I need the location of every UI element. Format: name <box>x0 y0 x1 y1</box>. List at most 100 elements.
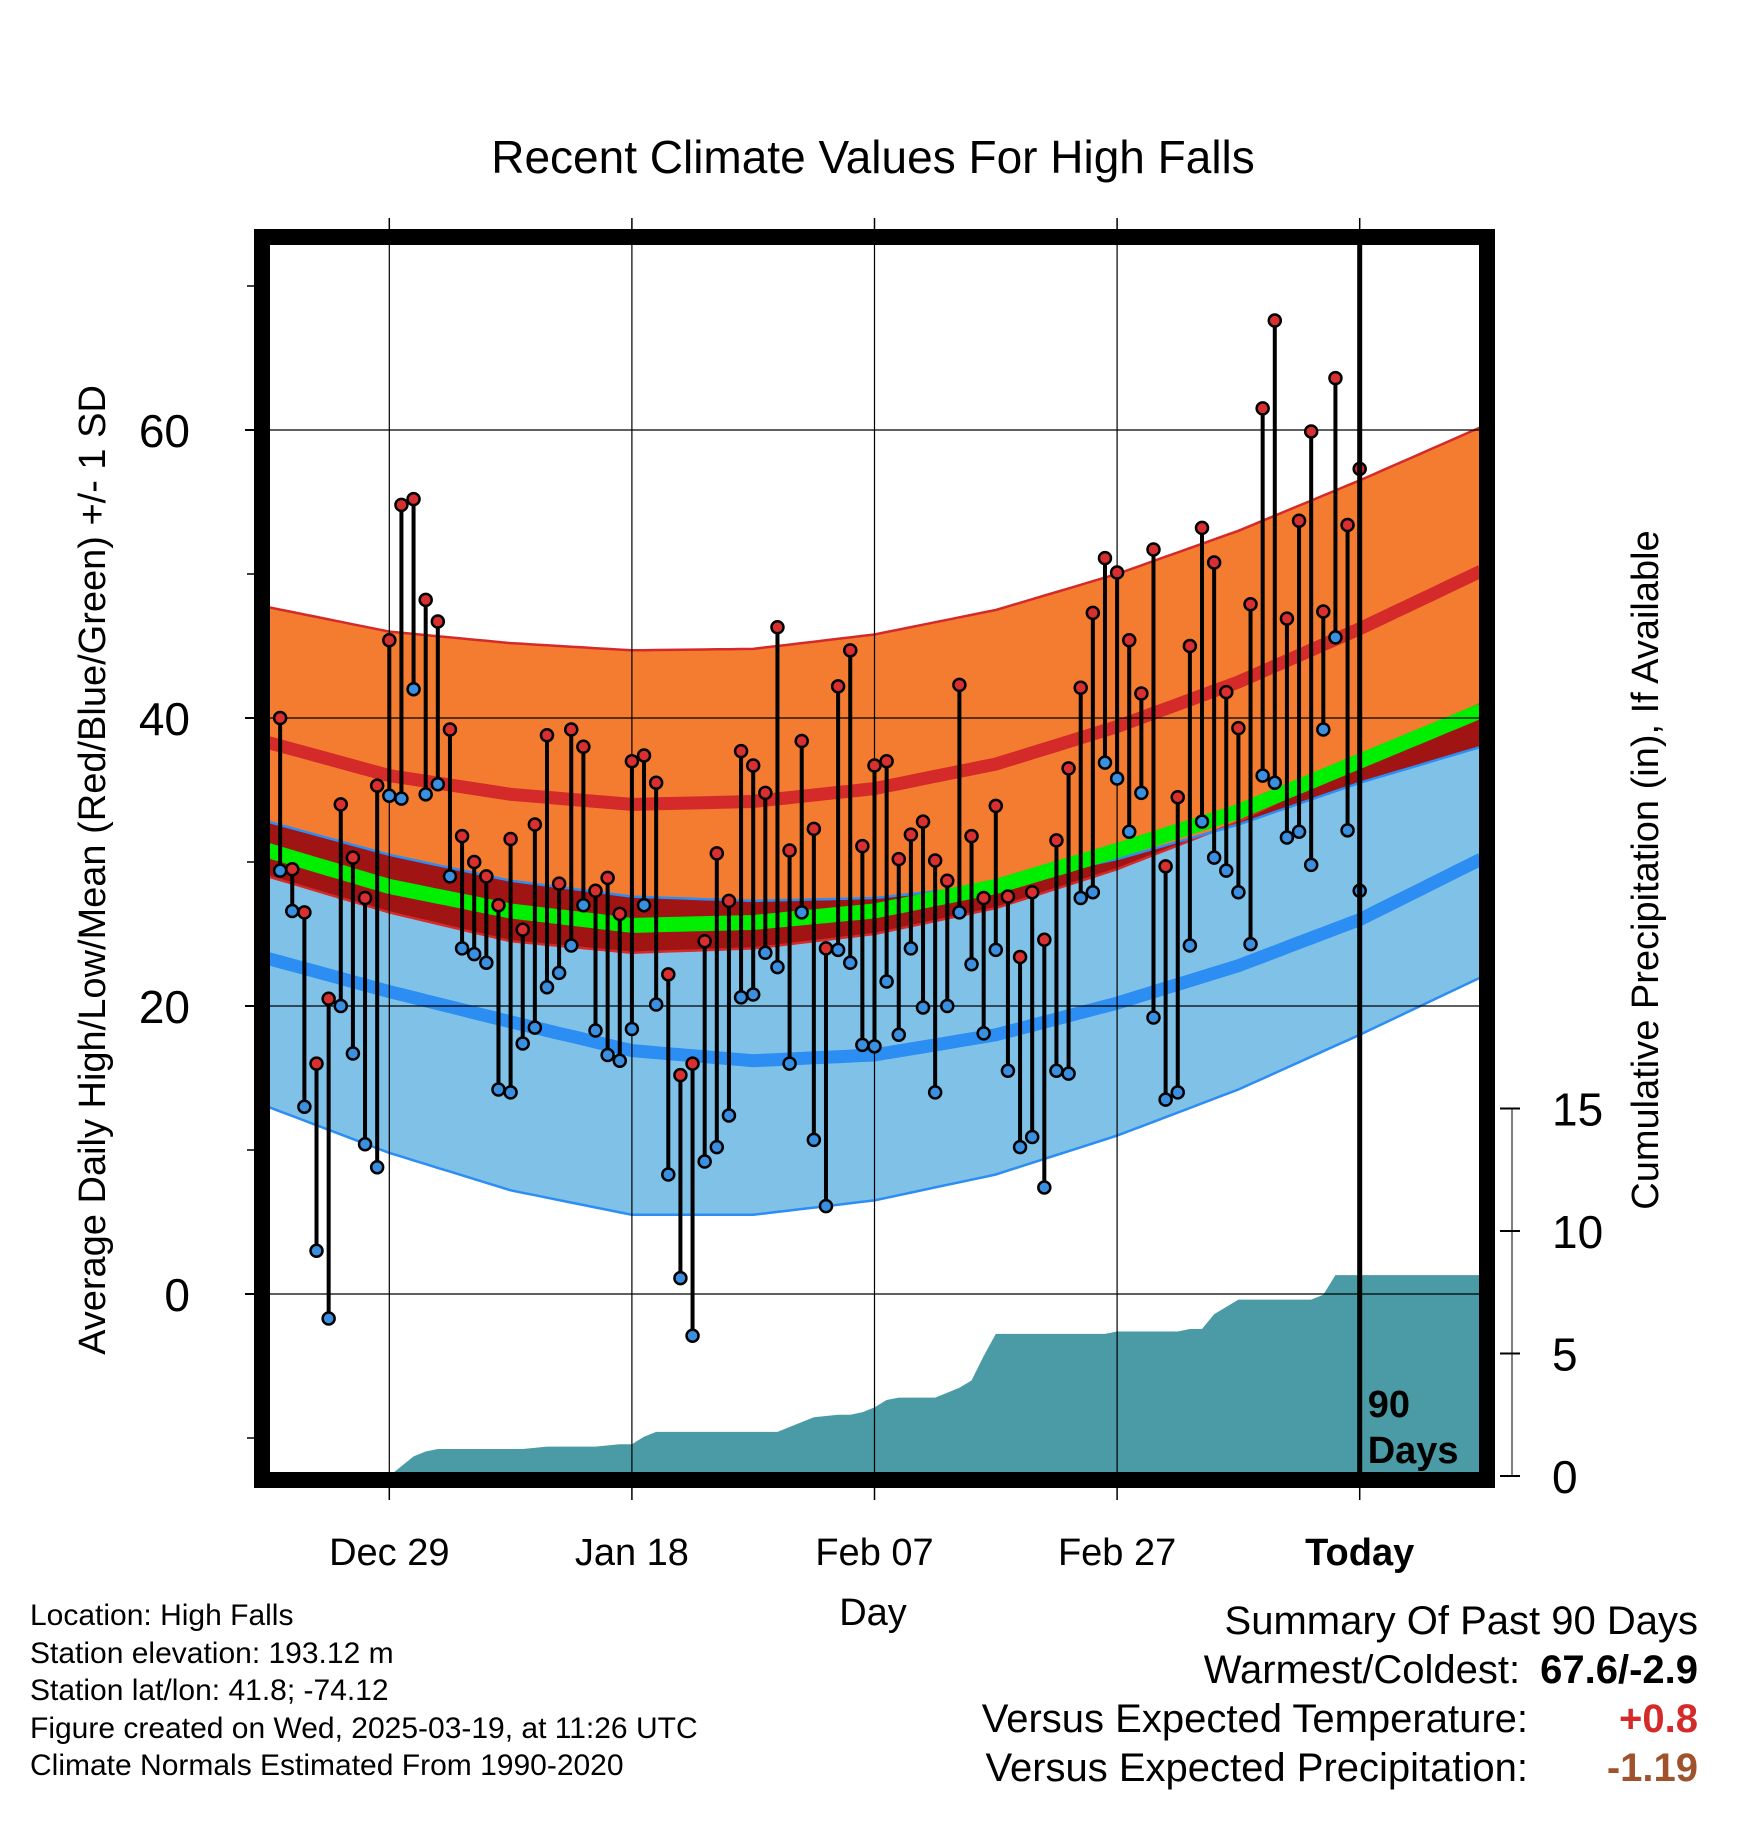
daily-high-point <box>272 710 288 726</box>
daily-high-point <box>588 883 603 899</box>
daily-low-point <box>576 897 591 913</box>
daily-high-point <box>879 753 894 769</box>
daily-high-point <box>964 828 979 844</box>
daily-high-point <box>842 643 858 658</box>
daily-low-point <box>1024 1129 1040 1145</box>
temp-anomaly-label: Versus Expected Temperature: <box>981 1697 1528 1741</box>
today-marker-label: 90 <box>1368 1384 1410 1426</box>
daily-low-point <box>1109 771 1125 786</box>
daily-low-point <box>406 681 421 697</box>
daily-high-point <box>321 991 336 1007</box>
latlon-text: Station lat/lon: 41.8; -74.12 <box>30 1674 389 1707</box>
daily-low-point <box>770 959 785 975</box>
daily-low-point <box>685 1328 700 1344</box>
daily-high-point <box>1073 680 1088 696</box>
daily-low-point <box>806 1132 822 1148</box>
daily-high-point <box>564 722 579 737</box>
daily-low-point <box>515 1036 530 1051</box>
daily-low-point <box>1037 1180 1052 1195</box>
daily-high-point <box>442 722 458 737</box>
daily-low-point <box>491 1082 506 1097</box>
daily-high-point <box>806 821 822 837</box>
daily-low-point <box>1121 824 1137 840</box>
daily-low-point <box>733 990 749 1005</box>
daily-low-point <box>551 965 567 981</box>
daily-low-point <box>636 897 652 913</box>
daily-high-point <box>527 817 543 832</box>
daily-high-point <box>539 728 555 743</box>
daily-high-point <box>1182 638 1198 654</box>
daily-low-point <box>527 1020 543 1035</box>
daily-high-point <box>418 592 433 608</box>
daily-low-point <box>782 1056 797 1071</box>
daily-high-point <box>382 632 397 648</box>
daily-high-point <box>758 785 773 801</box>
daily-low-point <box>1279 830 1295 845</box>
daily-high-point <box>745 758 761 773</box>
daily-high-point <box>685 1056 700 1071</box>
y-axis-label-left: Average Daily High/Low/Mean (Red/Blue/Gr… <box>72 385 114 1355</box>
daily-low-point <box>903 941 919 956</box>
daily-low-point <box>1303 857 1319 873</box>
daily-low-point <box>915 1000 931 1015</box>
precip-tick-label: 15 <box>1552 1084 1603 1136</box>
x-axis-label: Day <box>839 1592 907 1634</box>
y-tick-label: 60 <box>139 405 190 457</box>
daily-high-point <box>1194 520 1210 536</box>
plot-inner <box>268 243 1481 1474</box>
daily-high-point <box>976 890 991 906</box>
precip-anomaly-label: Versus Expected Precipitation: <box>985 1746 1528 1790</box>
daily-low-point <box>697 1154 712 1169</box>
daily-low-point <box>758 945 773 960</box>
daily-low-point <box>1000 1063 1016 1079</box>
daily-low-point <box>345 1046 361 1061</box>
daily-low-point <box>794 905 809 920</box>
daily-low-point <box>976 1026 991 1041</box>
daily-high-point <box>867 758 882 773</box>
daily-high-point <box>1109 565 1125 580</box>
daily-high-point <box>927 853 943 868</box>
daily-low-point <box>382 788 397 804</box>
daily-high-point <box>1146 542 1161 557</box>
daily-high-point <box>491 897 506 913</box>
daily-low-point <box>867 1039 882 1054</box>
daily-high-point <box>466 854 482 870</box>
daily-low-point <box>1146 1010 1161 1025</box>
daily-high-point <box>1012 949 1028 965</box>
warm-cold-value: 67.6/-2.9 <box>1540 1648 1698 1692</box>
daily-low-point <box>624 1021 640 1037</box>
daily-low-point <box>588 1023 603 1038</box>
daily-low-point <box>503 1085 518 1100</box>
daily-high-point <box>794 733 809 749</box>
daily-low-point <box>952 905 967 920</box>
daily-high-point <box>285 861 300 877</box>
summary-precip-row: Versus Expected Precipitation: -1.19 <box>982 1744 1698 1793</box>
daily-low-point <box>1194 814 1210 829</box>
daily-high-point <box>1061 761 1076 776</box>
daily-low-point <box>333 998 349 1014</box>
daily-high-point <box>1303 424 1319 439</box>
daily-low-point <box>1267 775 1283 791</box>
daily-low-point <box>1291 824 1307 840</box>
precip-tick-label: 0 <box>1552 1451 1578 1503</box>
daily-low-point <box>1231 884 1246 900</box>
normals-period-text: Climate Normals Estimated From 1990-2020 <box>30 1749 624 1782</box>
daily-low-point <box>369 1160 385 1175</box>
location-text: Location: High Falls <box>30 1599 294 1632</box>
daily-high-point <box>1328 370 1343 386</box>
daily-high-point <box>394 497 409 513</box>
daily-low-point <box>454 941 470 956</box>
daily-high-point <box>661 967 676 982</box>
daily-high-point <box>891 851 907 867</box>
daily-high-point <box>1243 596 1258 612</box>
daily-high-point <box>1267 313 1283 328</box>
daily-low-point <box>394 791 409 806</box>
daily-low-point <box>1243 936 1258 952</box>
daily-low-point <box>927 1085 943 1100</box>
daily-high-point <box>309 1056 324 1071</box>
daily-low-point <box>661 1167 676 1182</box>
plot-frame <box>254 229 1495 1488</box>
daily-high-point <box>952 677 967 693</box>
